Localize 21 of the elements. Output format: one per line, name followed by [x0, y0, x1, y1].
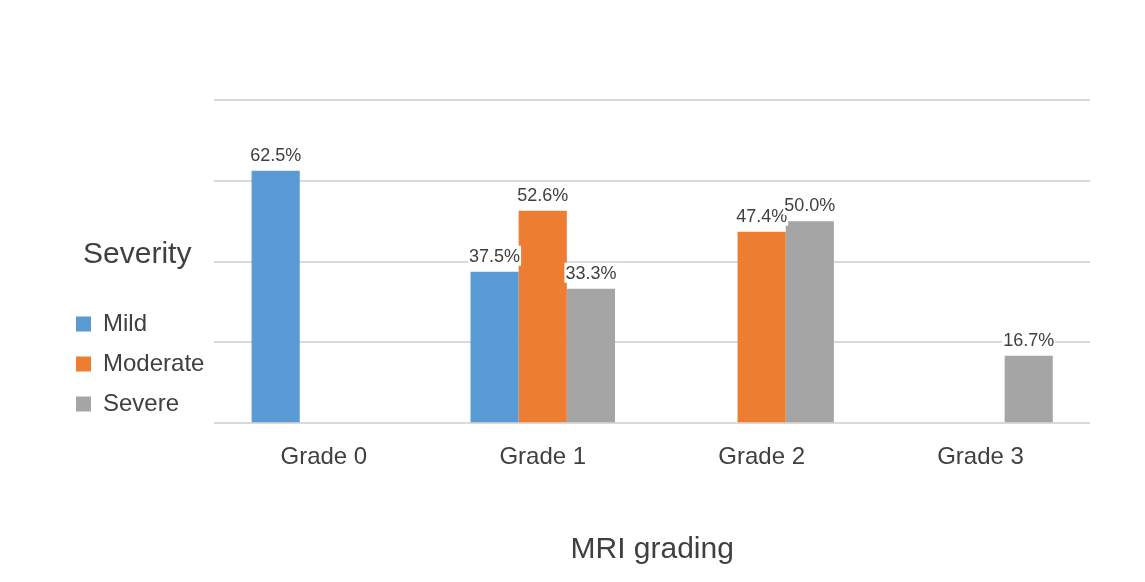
legend-label: Severe [103, 388, 180, 416]
x-tick-label: Grade 3 [937, 442, 1024, 470]
data-label: 62.5% [250, 144, 302, 165]
data-label: 52.6% [517, 184, 569, 205]
bar [785, 221, 834, 423]
bar [470, 271, 519, 423]
bar [251, 170, 300, 423]
legend-label: Mild [103, 308, 148, 336]
x-tick-label: Grade 0 [280, 442, 368, 470]
data-label: 33.3% [565, 262, 617, 283]
x-tick-label: Grade 2 [718, 442, 806, 470]
data-label: 16.7% [1003, 329, 1055, 350]
bar [1004, 355, 1053, 423]
bar [737, 231, 786, 423]
x-tick-label: Grade 1 [499, 442, 587, 470]
legend-label: Moderate [103, 348, 205, 376]
bar [566, 288, 615, 423]
x-axis-title: MRI grading [570, 531, 734, 565]
bar [518, 210, 567, 423]
data-label: 37.5% [469, 245, 521, 266]
legend-title: Severity [83, 236, 192, 270]
